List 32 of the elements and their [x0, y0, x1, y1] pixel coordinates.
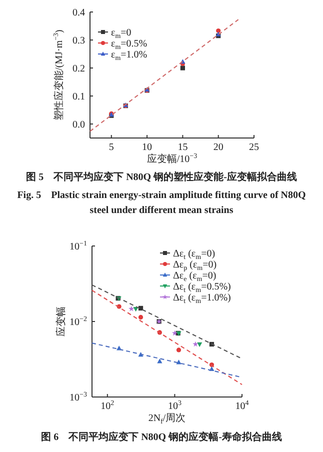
legend-label: ε$_{m}$=0 — [111, 28, 132, 40]
y-tick-label: 0.3 — [72, 36, 85, 46]
y-axis-title: 应变幅 — [55, 306, 67, 336]
x-tick-label: 10$^{4}$ — [235, 399, 250, 412]
legend-label: Δε$_{t}$ (ε$_{m}$=0) — [173, 248, 216, 261]
text: 图 5 不同平均应变下 N80Q 钢的塑性应变能-应变幅拟合曲线 — [26, 171, 297, 183]
legend-label: Δε$_{p}$ (ε$_{m}$=0) — [173, 260, 217, 272]
y-tick-label: 0.1 — [72, 92, 85, 102]
y-tick-label: 10$^{−2}$ — [70, 315, 88, 328]
legend-label: Δε$_{t}$ (ε$_{m}$=1.0%) — [173, 292, 231, 305]
x-tick-label: 10$^{3}$ — [168, 399, 182, 412]
legend-label: ε$_{m}$=0.5% — [111, 38, 148, 51]
x-tick-label: 10 — [142, 142, 152, 153]
legend-label: Δε$_{t}$ (ε$_{m}$=0.5%) — [173, 282, 231, 294]
point — [216, 28, 221, 34]
x-tick-label: 15 — [178, 142, 188, 153]
legend-label: ε$_{m}$=1.0% — [111, 50, 148, 62]
x-tick-label: 10$^{2}$ — [100, 399, 115, 412]
x-axis-title: 2N$_{f}$/周次 — [148, 413, 186, 426]
x-tick-label: 5 — [108, 142, 114, 153]
text: Fig. 5 Plastic strain energy-strain amplitude fitting curve of N80Q steel under different mean strains — [17, 190, 306, 216]
y-tick-label: 10$^{−1}$ — [70, 240, 88, 252]
text: 图 6 不同平均应变下 N80Q 钢的应变幅-寿命拟合曲线 — [41, 431, 282, 443]
y-tick-label: 0.4 — [72, 8, 85, 18]
legend-label: Δε$_{e}$ (ε$_{m}$=0) — [173, 270, 216, 283]
x-tick-label: 25 — [249, 142, 259, 153]
x-tick-label: 20 — [213, 142, 224, 153]
y-tick-label: 0.2 — [72, 64, 85, 74]
point — [180, 66, 185, 70]
y-tick-label: 0.0 — [72, 120, 85, 130]
y-tick-label: 10$^{−3}$ — [70, 390, 88, 404]
x-axis-title: 应变幅/10$^{−3}$ — [146, 152, 198, 165]
